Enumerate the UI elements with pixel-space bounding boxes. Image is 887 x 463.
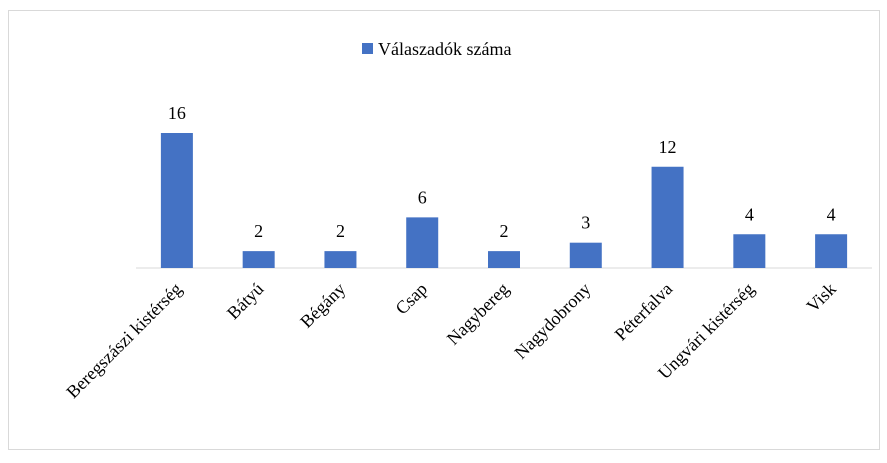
bar bbox=[324, 251, 357, 268]
legend-swatch bbox=[362, 43, 373, 54]
data-label: 2 bbox=[500, 221, 509, 241]
chart-border bbox=[8, 10, 880, 450]
bar bbox=[242, 251, 275, 268]
data-label: 12 bbox=[659, 137, 677, 157]
bar bbox=[160, 133, 193, 268]
bar bbox=[815, 234, 848, 268]
data-label: 6 bbox=[418, 187, 427, 207]
data-label: 2 bbox=[254, 221, 263, 241]
data-label: 16 bbox=[168, 103, 186, 123]
bar bbox=[488, 251, 520, 268]
data-label: 4 bbox=[745, 204, 754, 224]
data-label: 4 bbox=[827, 204, 836, 224]
legend-label: Válaszadók száma bbox=[378, 39, 511, 59]
data-label: 2 bbox=[336, 221, 345, 241]
bar bbox=[569, 242, 602, 268]
bar bbox=[651, 166, 684, 268]
data-label: 3 bbox=[581, 213, 590, 233]
bar bbox=[733, 234, 766, 268]
bar bbox=[406, 217, 439, 268]
